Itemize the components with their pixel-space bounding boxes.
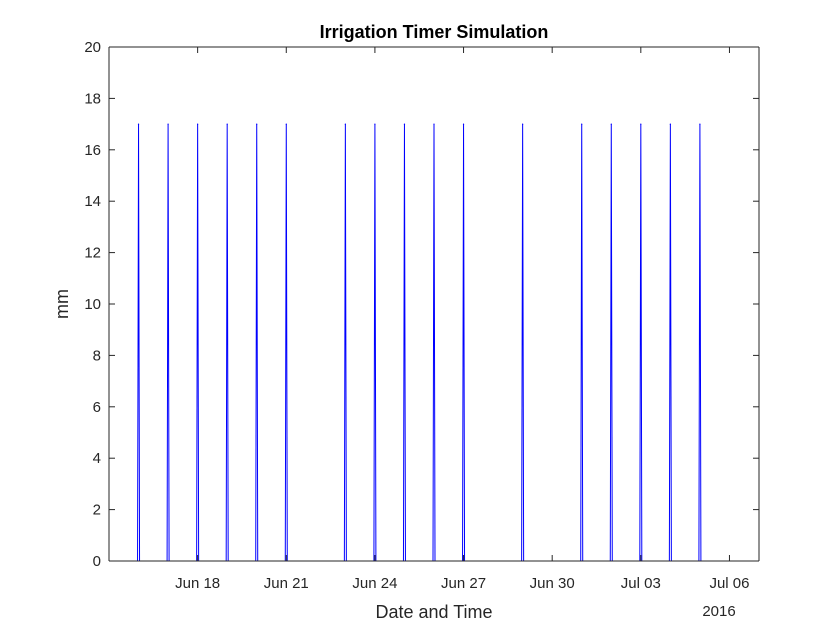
x-tick-label: Jun 27 [441,575,486,592]
y-tick-label: 20 [84,39,101,56]
y-tick-label: 16 [84,142,101,159]
event-spike-13 [610,123,612,125]
event-spike-5 [285,123,287,125]
event-spike-7 [374,123,376,125]
event-spike-1 [167,123,169,125]
chart-title: Irrigation Timer Simulation [320,22,549,42]
y-ticks: 0 2 4 6 8 10 12 14 16 18 20 [84,39,759,570]
event-spike-10 [462,123,465,125]
event-spike-9 [433,123,435,125]
x-tick-label: Jun 18 [175,575,220,592]
y-tick-label: 4 [93,450,101,467]
event-spike-0 [137,123,140,125]
event-spike-2 [197,123,199,125]
y-tick-label: 2 [93,502,101,519]
x-tick-label: Jul 06 [709,575,749,592]
event-spike-8 [403,123,406,125]
y-axis-label: mm [52,289,72,319]
y-tick-label: 0 [93,553,101,570]
series-layer [109,123,759,562]
event-spike-16 [699,123,701,125]
y-tick-label: 6 [93,399,101,416]
x-tick-label: Jun 21 [264,575,309,592]
x-ticks: Jun 18 Jun 21 Jun 24 Jun 27 Jun 30 Jul 03 Jul … [175,47,749,592]
event-spike-14 [640,123,642,125]
x-axis-label: Date and Time [375,602,492,622]
x-tick-label: Jun 24 [352,575,397,592]
event-spike-3 [226,123,228,125]
year-label: 2016 [702,603,735,620]
y-tick-label: 8 [93,347,101,364]
event-spike-4 [256,123,258,125]
y-tick-label: 18 [84,90,101,107]
y-tick-label: 10 [84,296,101,313]
event-spike-15 [669,123,671,125]
x-tick-label: Jun 30 [530,575,575,592]
event-spike-6 [344,123,346,125]
event-spike-12 [581,123,583,125]
y-tick-label: 14 [84,193,101,210]
event-spike-11 [522,123,524,125]
x-tick-label: Jul 03 [621,575,661,592]
y-tick-label: 12 [84,245,101,262]
